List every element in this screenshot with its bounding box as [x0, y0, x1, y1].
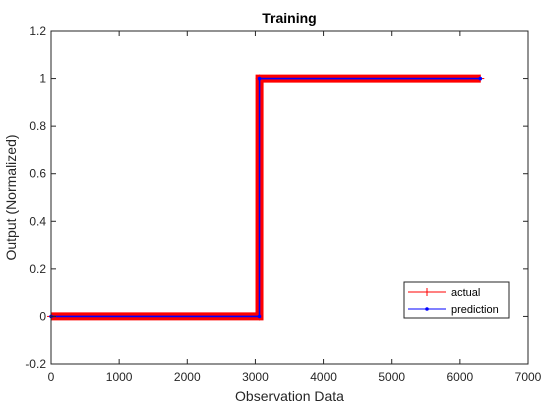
x-tick-label: 1000 [106, 370, 133, 384]
chart-title: Training [262, 10, 316, 26]
legend-item-actual: actual [408, 287, 480, 299]
legend-label: actual [451, 287, 480, 299]
y-tick-label: 0.6 [29, 167, 46, 181]
y-tick-label: -0.2 [25, 357, 46, 371]
axes-box [50, 30, 529, 365]
x-tick-label: 0 [48, 370, 55, 384]
x-axis-label: Observation Data [235, 388, 344, 404]
y-tick-label: 0.4 [29, 214, 46, 228]
x-tick-label: 7000 [515, 370, 542, 384]
y-axis-label: Output (Normalized) [3, 134, 19, 260]
y-tick-label: 1 [39, 72, 46, 86]
axis-ticks: 0 1000 2000 3000 4000 5000 6000 7000-0.200.20.4… [25, 24, 541, 384]
x-tick-label: 2000 [174, 370, 201, 384]
y-tick-label: 0 [39, 309, 46, 323]
series-prediction-point [478, 76, 483, 81]
y-tick-label: 0.8 [29, 119, 46, 133]
legend-item-prediction: prediction [408, 304, 499, 316]
x-tick-label: 5000 [378, 370, 405, 384]
legend-label: prediction [451, 304, 499, 316]
legend-marker [425, 307, 429, 311]
series-prediction-point [257, 76, 262, 81]
data-marks [47, 74, 485, 321]
x-tick-label: 3000 [242, 370, 269, 384]
x-tick-label: 6000 [447, 370, 474, 384]
y-tick-label: 1.2 [29, 24, 46, 38]
series-prediction-point [257, 314, 262, 319]
y-tick-label: 0.2 [29, 262, 46, 276]
series-prediction-line [51, 77, 481, 318]
legend: actual prediction [403, 281, 510, 319]
legend-box [403, 281, 510, 319]
x-tick-label: 4000 [310, 370, 337, 384]
